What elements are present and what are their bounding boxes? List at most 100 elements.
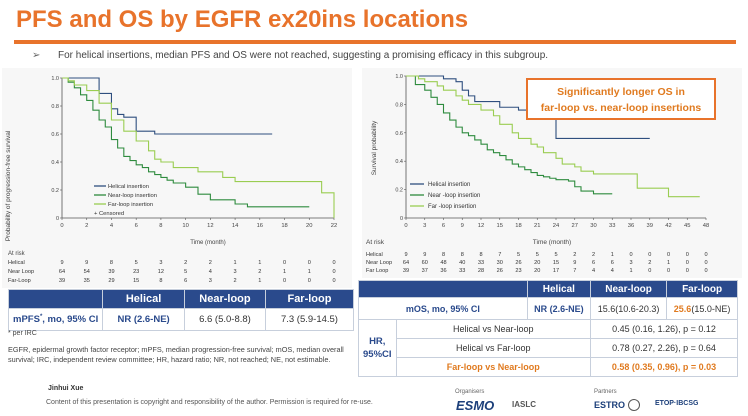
pfs-at-risk-value: 35 [84, 278, 90, 284]
pfs-at-risk-value: 0 [283, 278, 286, 284]
pfs-x-tick-label: 10 [182, 223, 188, 229]
hr-label-line-1: HR, [369, 336, 386, 347]
os-at-risk-value: 1 [629, 268, 632, 274]
os-x-tick-label: 30 [590, 223, 596, 229]
os-header-helical: Helical [526, 280, 591, 298]
os-y-tick-label: 0.8 [395, 102, 403, 108]
os-x-tick-label: 33 [609, 223, 615, 229]
os-curve-near-loop [406, 75, 613, 195]
pfs-at-risk-value: 9 [85, 260, 88, 266]
os-y-tick-label: 1.0 [395, 74, 403, 80]
pfs-header-blank [7, 289, 104, 309]
pfs-at-risk-value: 2 [209, 260, 212, 266]
os-at-risk-value: 0 [667, 268, 670, 274]
os-x-tick-label: 42 [665, 223, 671, 229]
os-at-risk-value: 9 [423, 252, 426, 258]
os-at-risk-value: 0 [704, 260, 707, 266]
os-y-tick-label: 0.4 [395, 159, 403, 165]
pfs-at-risk-value: 23 [133, 269, 139, 275]
os-at-risk-value: 7 [573, 268, 576, 274]
os-at-risk-value: 3 [629, 260, 632, 266]
hr-row-3-value: 0.58 (0.35, 0.96), p = 0.03 [589, 357, 739, 377]
pfs-at-risk-value: 29 [108, 278, 114, 284]
pfs-curve-near-loop [62, 77, 310, 208]
os-at-risk-value: 36 [440, 268, 446, 274]
partner-emblem-icon [628, 399, 640, 411]
pfs-x-tick-label: 18 [281, 223, 287, 229]
pfs-x-axis-label: Time (month) [190, 240, 225, 246]
mos-far-loop-median: 25.6 [673, 303, 692, 314]
mpfs-label: mPFS [13, 314, 40, 326]
os-x-tick-label: 24 [553, 223, 560, 229]
pfs-at-risk-row-label: Far-Loop [8, 278, 31, 284]
pfs-at-risk-value: 0 [332, 278, 335, 284]
mos-row-label: mOS, mo, 95% CI [358, 297, 528, 320]
pfs-y-tick-label: 1.0 [51, 76, 59, 82]
os-at-risk-value: 7 [498, 252, 501, 258]
pfs-x-tick-label: 14 [232, 223, 239, 229]
os-x-tick-label: 45 [684, 223, 690, 229]
os-at-risk-row-label: Near Loop [366, 260, 392, 266]
os-at-risk-value: 8 [479, 252, 482, 258]
os-at-risk-value: 1 [611, 252, 614, 258]
hr-row-2-label: Helical vs Far-loop [395, 338, 591, 358]
pfs-curve-helical [62, 77, 273, 135]
os-at-risk-value: 6 [592, 260, 595, 266]
pfs-x-tick-label: 0 [60, 223, 63, 229]
pfs-x-tick-label: 16 [257, 223, 263, 229]
os-at-risk-value: 0 [686, 252, 689, 258]
os-at-risk-row-label: Far Loop [366, 268, 388, 274]
os-curve-far-loop [406, 75, 700, 198]
pfs-at-risk-value: 9 [60, 260, 63, 266]
os-at-risk-value: 17 [553, 268, 559, 274]
mos-far-loop-ci: (15.0-NE) [691, 303, 731, 314]
callout-line-1: Significantly longer OS in [557, 86, 685, 98]
os-at-risk-value: 20 [534, 268, 540, 274]
pfs-at-risk-value: 2 [234, 278, 237, 284]
pfs-at-risk-value: 1 [258, 260, 261, 266]
os-x-tick-label: 12 [478, 223, 484, 229]
os-at-risk-value: 6 [611, 260, 614, 266]
hr-label-cell: HR, 95%CI [358, 319, 397, 377]
abbreviations-footnote: EGFR, epidermal growth factor receptor; … [8, 345, 344, 364]
os-at-risk-value: 0 [704, 268, 707, 274]
pfs-x-tick-label: 12 [207, 223, 213, 229]
pfs-x-tick-label: 4 [110, 223, 114, 229]
pfs-at-risk-value: 1 [308, 269, 311, 275]
legend-helical: Helical insertion [108, 184, 149, 190]
os-at-risk-value: 60 [422, 260, 428, 266]
pfs-at-risk-value: 12 [158, 269, 164, 275]
pfs-at-risk-value: 2 [258, 269, 261, 275]
os-at-risk-value: 48 [440, 260, 446, 266]
legend-helical: Helical insertion [428, 182, 470, 188]
hr-row-1-value: 0.45 (0.16, 1.26), p = 0.12 [589, 319, 739, 339]
hr-row-2-value: 0.78 (0.27, 2.26), p = 0.64 [589, 338, 739, 358]
pfs-at-risk-value: 5 [135, 260, 138, 266]
pfs-header-far-loop: Far-loop [264, 289, 355, 309]
os-y-tick-label: 0 [400, 216, 403, 222]
pfs-at-risk-value: 0 [283, 260, 286, 266]
os-at-risk-value: 2 [592, 252, 595, 258]
pfs-at-risk-value: 4 [209, 269, 212, 275]
pfs-at-risk-value: 1 [234, 260, 237, 266]
os-at-risk-label: At risk [366, 239, 385, 246]
pfs-median-table: Helical Near-loop Far-loop mPFS*, mo, 95… [7, 289, 355, 331]
mpfs-label-units: , mo, 95% CI [42, 314, 99, 326]
hr-label-line-2: 95%CI [363, 349, 392, 360]
page-title: PFS and OS by EGFR ex20ins locations [16, 6, 469, 33]
iaslc-logo: IASLC [512, 400, 536, 409]
os-at-risk-value: 9 [404, 252, 407, 258]
os-at-risk-value: 5 [554, 252, 557, 258]
os-y-tick-label: 0.6 [395, 131, 403, 137]
mos-near-loop-value: 15.6(10.6-20.3) [589, 297, 668, 320]
os-x-tick-label: 9 [461, 223, 464, 229]
os-at-risk-value: 0 [648, 252, 651, 258]
os-at-risk-value: 15 [553, 260, 559, 266]
os-at-risk-value: 9 [573, 260, 576, 266]
pfs-far-loop-value: 7.3 (5.9-14.5) [264, 308, 355, 331]
pfs-kaplan-meier-plot: Probability of progression-free survival… [5, 76, 337, 284]
pfs-x-tick-label: 6 [135, 223, 138, 229]
legend-near-loop: Near -loop insertion [428, 193, 480, 199]
os-x-tick-label: 48 [703, 223, 709, 229]
